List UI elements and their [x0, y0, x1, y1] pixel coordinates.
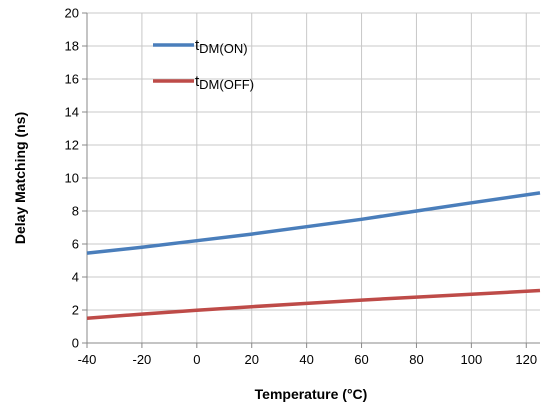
- tick-labels: 0 2 4 6 8 10 12 14 16 18 20 -40 -20 0 20 40 60 80 100 120: [65, 6, 538, 368]
- legend-label-0: tDM(ON): [195, 37, 248, 56]
- y-tick-label: 20: [65, 6, 79, 21]
- x-axis-title: Temperature (°C): [255, 386, 368, 402]
- y-tick-label: 14: [65, 105, 79, 120]
- x-tick-label: 0: [193, 352, 200, 367]
- y-tick-label: 16: [65, 72, 79, 87]
- y-tick-label: 6: [72, 237, 79, 252]
- legend-label-sub: DM(OFF): [199, 77, 254, 92]
- y-tick-label: 4: [72, 270, 79, 285]
- series-line-1: [86, 288, 541, 321]
- y-tick-label: 10: [65, 171, 79, 186]
- x-tick-label: 20: [244, 352, 258, 367]
- legend-label-main: t: [195, 73, 200, 90]
- y-tick-label: 2: [72, 303, 79, 318]
- y-tick-label: 8: [72, 204, 79, 219]
- series-lines: [86, 191, 541, 321]
- y-axis-title: Delay Matching (ns): [12, 112, 28, 244]
- y-tick-label: 18: [65, 39, 79, 54]
- x-tick-label: 80: [409, 352, 423, 367]
- x-tick-label: -40: [78, 352, 97, 367]
- legend-label-sub: DM(ON): [199, 41, 247, 56]
- legend-label-1: tDM(OFF): [195, 73, 254, 92]
- axes: [82, 12, 540, 348]
- legend: tDM(ON)tDM(OFF): [153, 37, 254, 92]
- x-tick-label: -20: [133, 352, 152, 367]
- legend-label-main: t: [195, 37, 200, 54]
- x-tick-label: 60: [354, 352, 368, 367]
- x-tick-label: 100: [461, 352, 483, 367]
- x-tick-label: 40: [299, 352, 313, 367]
- y-tick-label: 12: [65, 138, 79, 153]
- x-tick-label: 120: [515, 352, 537, 367]
- series-line-0: [86, 191, 541, 255]
- y-tick-label: 0: [72, 336, 79, 351]
